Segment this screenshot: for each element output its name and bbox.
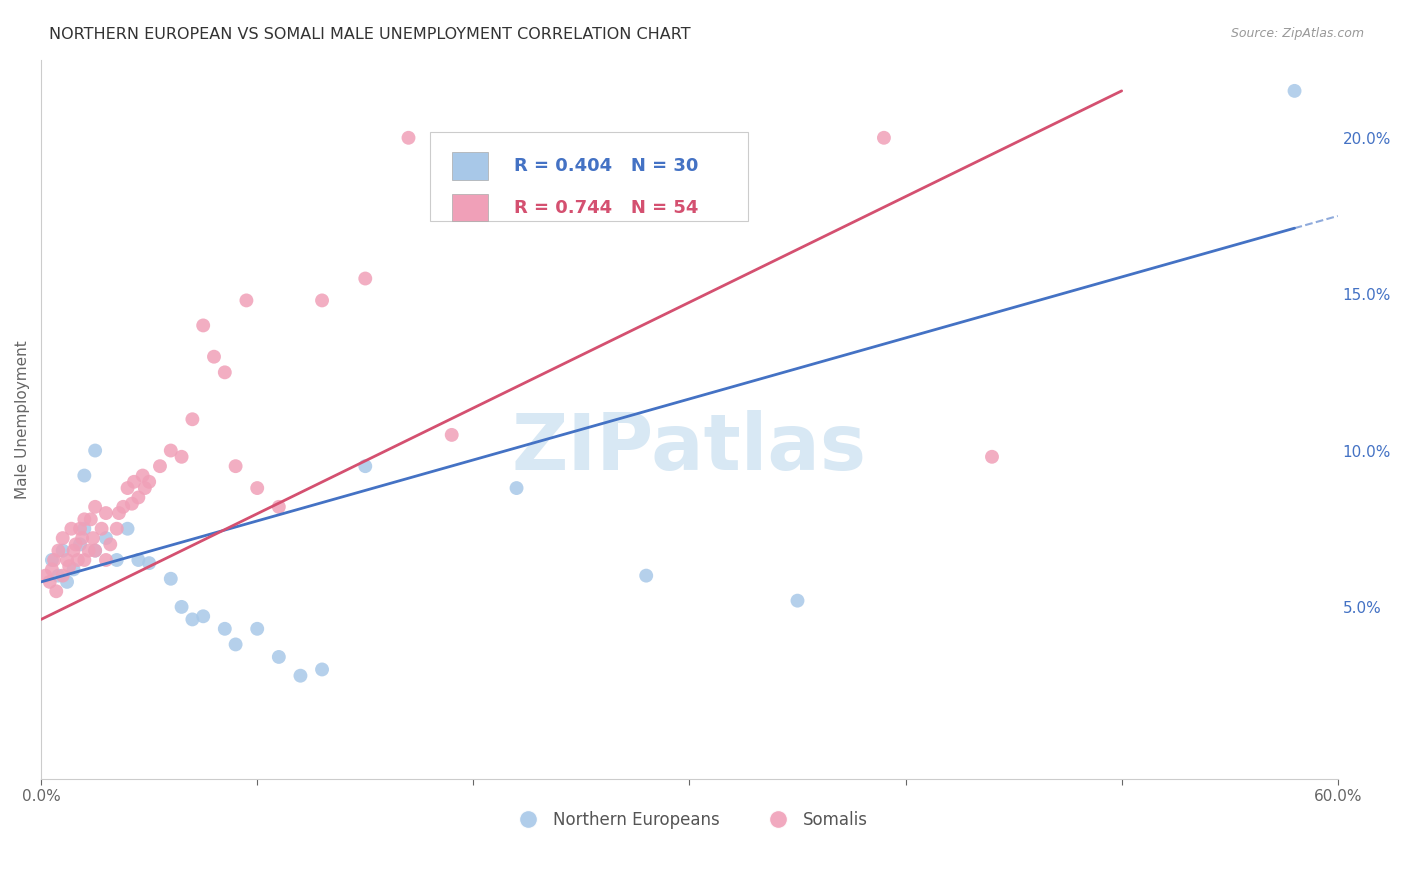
Point [505,481,527,495]
Point [45,584,67,599]
Point [52,543,75,558]
Point [73,512,96,526]
Point [193,318,215,333]
Point [94,506,117,520]
Point [52,568,75,582]
Point [159,572,181,586]
Point [117,481,139,495]
Point [90,522,112,536]
Point [202,350,225,364]
Point [398,130,420,145]
Point [84,543,107,558]
Point [440,428,463,442]
Point [84,500,107,514]
Point [134,481,156,495]
Point [108,506,131,520]
Point [170,599,193,614]
Point [138,556,160,570]
Point [73,553,96,567]
Text: Source: ZipAtlas.com: Source: ZipAtlas.com [1230,27,1364,40]
Point [159,443,181,458]
Point [225,459,247,474]
Point [117,522,139,536]
Point [48,568,70,582]
Point [225,637,247,651]
Point [52,531,75,545]
Point [149,459,172,474]
Point [34,568,56,582]
Point [70,531,93,545]
Point [69,522,91,536]
Text: ZIPatlas: ZIPatlas [512,410,868,486]
Point [98,537,121,551]
Point [48,543,70,558]
Point [354,459,377,474]
Point [311,663,333,677]
Text: NORTHERN EUROPEAN VS SOMALI MALE UNEMPLOYMENT CORRELATION CHART: NORTHERN EUROPEAN VS SOMALI MALE UNEMPLO… [49,27,690,42]
Point [73,522,96,536]
Y-axis label: Male Unemployment: Male Unemployment [15,340,30,499]
Point [127,553,149,567]
Point [56,553,79,567]
Point [94,531,117,545]
Point [84,543,107,558]
Point [42,553,65,567]
Point [80,512,103,526]
Point [62,562,84,576]
Legend: Northern Europeans, Somalis: Northern Europeans, Somalis [505,804,875,835]
Point [138,475,160,489]
Point [58,559,80,574]
Point [60,522,83,536]
Point [65,537,87,551]
Point [170,450,193,464]
Point [267,500,290,514]
Point [69,537,91,551]
Point [127,491,149,505]
Point [38,574,60,589]
Point [246,481,269,495]
Point [267,649,290,664]
Point [181,412,204,426]
Point [112,500,135,514]
Point [181,612,204,626]
Point [94,553,117,567]
Point [62,543,84,558]
Point [193,609,215,624]
Point [786,593,808,607]
Point [214,365,236,379]
FancyBboxPatch shape [430,131,748,221]
Point [105,522,128,536]
Point [246,622,269,636]
Point [636,568,658,582]
Point [105,553,128,567]
Point [981,450,1004,464]
Point [66,553,89,567]
Point [131,468,153,483]
Point [77,543,100,558]
Bar [453,153,488,180]
Point [311,293,333,308]
Point [214,622,236,636]
Point [121,497,143,511]
Point [290,669,312,683]
Bar [453,194,488,221]
Point [873,130,896,145]
Point [84,443,107,458]
Point [235,293,257,308]
Point [1284,84,1306,98]
Text: R = 0.404   N = 30: R = 0.404 N = 30 [515,157,699,175]
Point [354,271,377,285]
Point [73,468,96,483]
Point [56,574,79,589]
Text: R = 0.744   N = 54: R = 0.744 N = 54 [515,199,699,217]
Point [122,475,145,489]
Point [41,562,63,576]
Point [41,553,63,567]
Point [82,531,104,545]
